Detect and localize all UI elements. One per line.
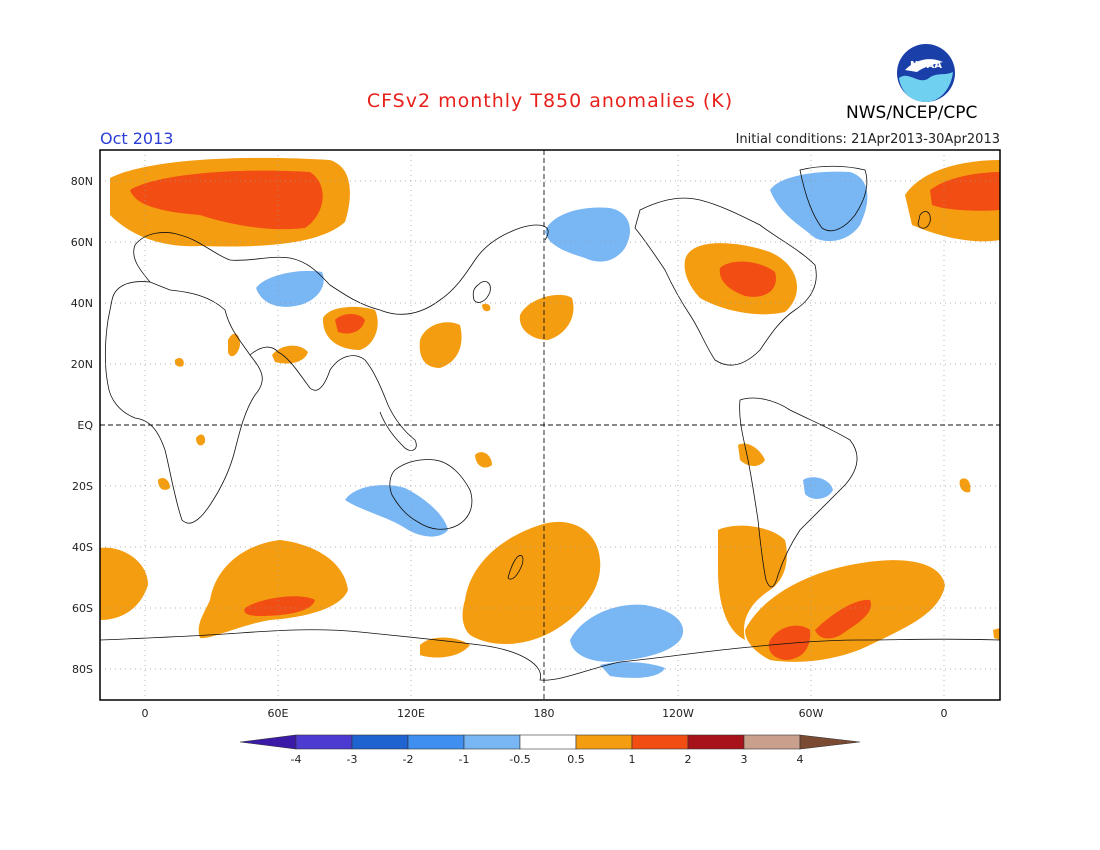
anomaly-tibet-core xyxy=(335,314,365,334)
reference-lines xyxy=(100,150,1000,700)
europe-asia-coast xyxy=(133,224,549,315)
colorbar-label: 4 xyxy=(797,753,804,766)
anomaly-antarctic-east-edge xyxy=(993,628,1000,640)
lon-tick: 0 xyxy=(941,707,948,720)
lon-tick: 120E xyxy=(397,707,425,720)
anomaly-north-america-core xyxy=(719,261,776,297)
anomaly-pacific-dot xyxy=(482,303,491,312)
lat-tick: 80N xyxy=(71,175,93,188)
colorbar-label: 2 xyxy=(685,753,692,766)
uk-coast xyxy=(917,211,931,229)
anomaly-kerguelen xyxy=(174,357,184,367)
colorbar-label: -2 xyxy=(403,753,414,766)
cool-anomaly-regions xyxy=(256,171,868,678)
colorbar-bin xyxy=(631,734,689,750)
colorbar-bin xyxy=(519,734,577,750)
lat-tick: 20S xyxy=(72,480,93,493)
lat-tick: 60N xyxy=(71,236,93,249)
chart-title: CFSv2 monthly T850 anomalies (K) xyxy=(366,90,734,112)
anomaly-southern-ocean-indian xyxy=(198,540,348,639)
anomaly-new-zealand-pacific xyxy=(462,521,601,645)
lat-ticks: 80N 60N 40N 20N EQ 20S 40S 60S 80S xyxy=(71,175,94,676)
colorbar: -4 -3 -2 -1 -0.5 0.5 1 2 3 4 xyxy=(239,734,861,766)
anomaly-africa-east xyxy=(196,434,206,446)
anomaly-south-pacific-cool xyxy=(570,604,684,662)
anomaly-north-pacific xyxy=(519,294,574,340)
anomaly-antarctic-pacific xyxy=(600,662,665,678)
colorbar-label: -3 xyxy=(347,753,358,766)
lon-ticks: 0 60E 120E 180 120W 60W 0 xyxy=(142,707,948,720)
lon-tick: 120W xyxy=(662,707,694,720)
colorbar-label: -0.5 xyxy=(509,753,530,766)
colorbar-bin xyxy=(407,734,465,750)
colorbar-label: -4 xyxy=(291,753,302,766)
lat-tick: 40N xyxy=(71,297,93,310)
colorbar-label: 3 xyxy=(741,753,748,766)
anomaly-india xyxy=(272,345,308,364)
colorbar-bin xyxy=(743,734,801,750)
greenland-coast xyxy=(799,165,868,232)
anomaly-eurasia-core xyxy=(130,170,323,230)
anomaly-arabia xyxy=(228,333,240,357)
colorbar-bin xyxy=(575,734,633,750)
anomaly-south-atlantic-west xyxy=(100,547,148,620)
south-america-coast xyxy=(739,397,858,588)
new-zealand-coast xyxy=(507,555,524,580)
anomaly-australia xyxy=(345,485,448,537)
colorbar-label: -1 xyxy=(459,753,470,766)
anomaly-alaska-bering xyxy=(545,207,630,262)
anomaly-peru xyxy=(738,443,765,466)
lat-tick: 60S xyxy=(72,602,93,615)
lat-tick: EQ xyxy=(77,419,93,432)
lat-tick: 80S xyxy=(72,663,93,676)
colorbar-bin xyxy=(463,734,521,750)
anomaly-south-pacific-small xyxy=(475,452,492,468)
agency-label: NWS/NCEP/CPC xyxy=(846,103,978,123)
anomaly-china-east xyxy=(419,322,462,368)
lat-tick: 20N xyxy=(71,358,93,371)
anomaly-africa-south xyxy=(158,477,170,490)
noaa-logo: NOAA xyxy=(897,44,955,102)
strong-warm-regions xyxy=(130,170,1000,660)
anomaly-south-america-west xyxy=(718,525,787,640)
anomaly-greenland-canada xyxy=(770,171,868,242)
lon-tick: 60E xyxy=(268,707,289,720)
anomaly-weddell-core xyxy=(815,599,871,639)
colorbar-min-arrow xyxy=(239,734,297,750)
lat-tick: 40S xyxy=(72,541,93,554)
map-content xyxy=(100,150,1000,700)
anomaly-central-asia xyxy=(256,270,324,307)
lon-tick: 180 xyxy=(534,707,555,720)
colorbar-label: 1 xyxy=(629,753,636,766)
anomaly-drake-core xyxy=(768,625,811,660)
north-america-coast xyxy=(634,197,817,366)
forecast-period: Oct 2013 xyxy=(100,129,174,148)
logo-text: NOAA xyxy=(910,60,942,71)
lon-tick: 0 xyxy=(142,707,149,720)
japan-coast xyxy=(472,281,491,303)
anomaly-far-east-core xyxy=(930,172,1000,211)
colorbar-label: 0.5 xyxy=(567,753,585,766)
antarctica-coast xyxy=(100,629,1000,681)
initial-conditions: Initial conditions: 21Apr2013-30Apr2013 xyxy=(735,132,1000,147)
colorbar-bin xyxy=(351,734,409,750)
anomaly-indian-ocean-core xyxy=(244,596,315,616)
colorbar-max-arrow xyxy=(799,734,861,750)
australia-coast xyxy=(389,459,473,530)
lon-tick: 60W xyxy=(799,707,824,720)
map-frame xyxy=(99,149,1001,701)
colorbar-bin xyxy=(687,734,745,750)
arabia-india-coast xyxy=(249,346,389,406)
colorbar-bin xyxy=(295,734,353,750)
anomaly-west-africa xyxy=(959,478,971,493)
anomaly-brazil-cool xyxy=(803,477,833,499)
